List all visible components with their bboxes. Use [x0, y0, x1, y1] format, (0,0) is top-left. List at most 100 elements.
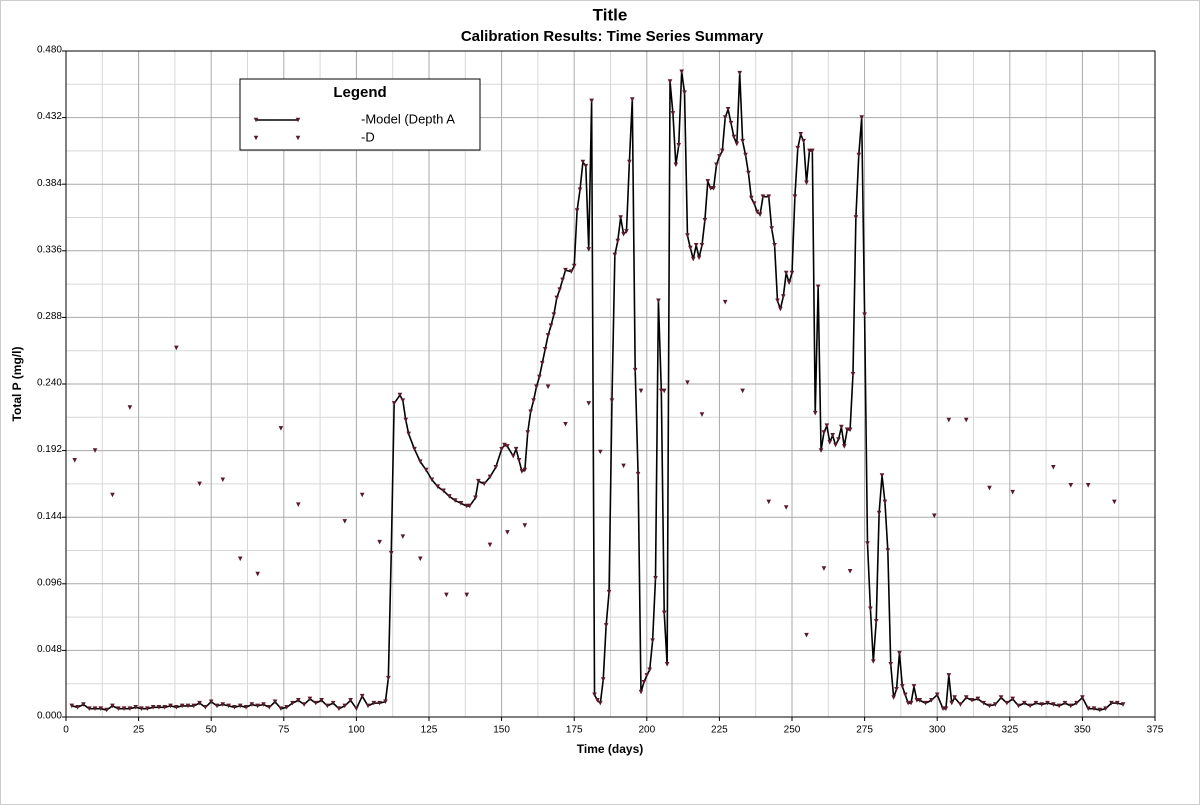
data-point [400, 534, 406, 539]
data-point [127, 706, 133, 711]
data-point [789, 270, 795, 276]
data-point [621, 231, 626, 237]
data-point [902, 692, 908, 698]
data-point [423, 467, 429, 473]
data-point [685, 380, 690, 385]
data-point [467, 503, 472, 509]
data-point [1051, 464, 1056, 470]
x-tick-label: 325 [1001, 725, 1018, 736]
data-point [139, 706, 144, 711]
data-point [121, 706, 127, 711]
data-point [551, 312, 557, 317]
data-point [473, 495, 478, 501]
data-point [618, 215, 623, 220]
data-point [365, 703, 371, 709]
x-axis-label: Time (days) [577, 742, 643, 756]
data-point [1085, 482, 1091, 488]
data-point [740, 138, 745, 144]
data-point [458, 501, 464, 506]
data-point [156, 704, 162, 710]
data-point [481, 481, 487, 487]
data-point [557, 287, 562, 292]
data-point [824, 423, 830, 428]
data-point [261, 702, 266, 707]
data-point [734, 141, 740, 147]
data-point [1010, 489, 1016, 495]
data-point [522, 467, 528, 473]
y-tick-label: 0.240 [37, 378, 62, 389]
data-point [696, 255, 702, 261]
x-tick-label: 50 [206, 725, 218, 736]
data-point [568, 269, 574, 274]
data-point [1062, 700, 1068, 706]
data-point [493, 464, 499, 470]
data-point [943, 706, 949, 711]
data-point [476, 478, 481, 484]
plot [69, 69, 1126, 713]
data-point [110, 703, 115, 709]
data-point [278, 706, 284, 711]
data-point [127, 405, 133, 410]
data-point [545, 384, 551, 390]
data-point [882, 499, 888, 505]
data-point [717, 154, 722, 159]
data-point [699, 412, 705, 417]
x-tick-label: 200 [638, 725, 655, 736]
data-point [92, 448, 98, 453]
data-point [255, 703, 260, 709]
data-point [1016, 703, 1021, 709]
legend-marker [253, 135, 259, 141]
data-point [766, 194, 772, 199]
data-point [664, 661, 670, 667]
x-tick-label: 175 [566, 725, 583, 736]
data-point [145, 706, 150, 711]
data-point [354, 706, 359, 711]
data-point [1074, 700, 1079, 706]
data-point [827, 439, 833, 445]
data-point [168, 703, 173, 709]
data-point [1112, 499, 1117, 505]
data-point [388, 550, 394, 556]
data-point [644, 673, 650, 678]
data-point [226, 703, 231, 709]
data-point [1033, 700, 1039, 706]
data-point [441, 488, 446, 494]
data-point [435, 484, 441, 489]
data-point [220, 477, 226, 483]
data-point [1068, 703, 1074, 709]
data-point [685, 233, 690, 238]
data-point [766, 499, 772, 505]
data-point [876, 510, 882, 516]
data-point [795, 145, 801, 151]
data-point [1039, 702, 1045, 707]
data-point [574, 208, 580, 213]
data-point [853, 215, 859, 220]
data-point [908, 700, 914, 706]
x-tick-label: 75 [278, 725, 290, 736]
data-point [197, 481, 202, 487]
data-point [1114, 700, 1120, 706]
data-point [412, 446, 417, 452]
data-point [162, 704, 168, 710]
data-point [447, 494, 452, 499]
data-point [505, 530, 510, 535]
data-point [981, 700, 986, 706]
data-point [775, 298, 780, 304]
data-point [1068, 482, 1074, 488]
data-point [661, 610, 667, 616]
data-point [885, 548, 891, 553]
data-point [359, 492, 365, 498]
data-point [400, 398, 406, 403]
data-point [534, 384, 539, 390]
data-point [313, 700, 319, 706]
data-point [670, 111, 676, 116]
data-point [699, 242, 705, 248]
data-point [417, 556, 423, 562]
x-tick-label: 300 [929, 725, 946, 736]
data-point [804, 180, 809, 186]
data-point [722, 299, 728, 305]
data-point [987, 485, 992, 491]
data-point [1022, 700, 1027, 706]
data-point [693, 242, 699, 248]
data-point [627, 159, 632, 165]
